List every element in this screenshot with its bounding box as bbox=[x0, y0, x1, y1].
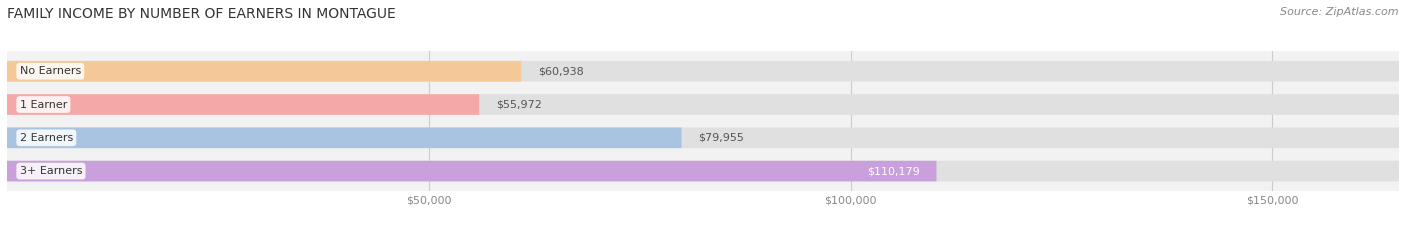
Text: 3+ Earners: 3+ Earners bbox=[20, 166, 82, 176]
FancyBboxPatch shape bbox=[7, 161, 936, 182]
FancyBboxPatch shape bbox=[7, 94, 1399, 115]
Text: 1 Earner: 1 Earner bbox=[20, 99, 67, 110]
Text: $60,938: $60,938 bbox=[538, 66, 583, 76]
FancyBboxPatch shape bbox=[7, 127, 1399, 148]
FancyBboxPatch shape bbox=[7, 61, 522, 82]
Text: $79,955: $79,955 bbox=[699, 133, 744, 143]
Text: FAMILY INCOME BY NUMBER OF EARNERS IN MONTAGUE: FAMILY INCOME BY NUMBER OF EARNERS IN MO… bbox=[7, 7, 395, 21]
Text: Source: ZipAtlas.com: Source: ZipAtlas.com bbox=[1281, 7, 1399, 17]
Text: No Earners: No Earners bbox=[20, 66, 82, 76]
Text: $55,972: $55,972 bbox=[496, 99, 541, 110]
FancyBboxPatch shape bbox=[7, 161, 1399, 182]
FancyBboxPatch shape bbox=[7, 127, 682, 148]
FancyBboxPatch shape bbox=[7, 94, 479, 115]
FancyBboxPatch shape bbox=[7, 61, 1399, 82]
Text: 2 Earners: 2 Earners bbox=[20, 133, 73, 143]
Text: $110,179: $110,179 bbox=[868, 166, 920, 176]
